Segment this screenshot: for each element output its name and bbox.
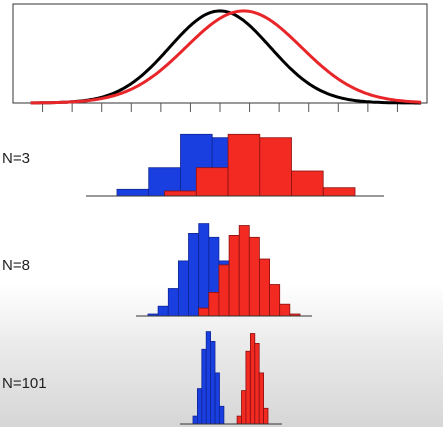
n8-label: N=8	[2, 257, 30, 274]
n101-red-bar	[241, 390, 247, 425]
histogram-n101-panel: N=101	[2, 331, 282, 425]
n8-blue-bar	[177, 260, 189, 317]
n3-red-bar	[322, 187, 356, 197]
n3-red-bar	[259, 137, 292, 197]
histogram-n3-panel: N=3	[2, 133, 384, 197]
n101-red-bar	[263, 407, 269, 425]
n3-blue-bar	[116, 188, 150, 197]
n101-label: N=101	[2, 375, 47, 392]
n8-red-bar	[269, 284, 281, 317]
n8-red-bar	[279, 303, 291, 317]
n8-red-bar	[259, 258, 271, 317]
n101-red-bar	[236, 415, 242, 425]
n101-blue-bar	[201, 348, 207, 425]
n101-blue-bar	[192, 415, 198, 425]
n8-red-bar	[228, 234, 240, 317]
n8-red-bar	[248, 236, 260, 317]
n8-blue-bar	[198, 223, 210, 317]
n3-red-bar	[227, 133, 261, 197]
n101-red-bar	[249, 333, 256, 425]
n3-red-bar	[164, 190, 197, 197]
n101-blue-bar	[205, 331, 211, 425]
n101-blue-bar	[196, 388, 203, 425]
n101-blue-bar	[210, 340, 216, 425]
n101-red-bar	[245, 350, 251, 425]
n8-blue-bar	[167, 288, 179, 317]
density-curve-red	[30, 9, 422, 105]
n8-red-bar	[238, 225, 250, 317]
n8-red-bar	[208, 291, 220, 317]
n3-label: N=3	[2, 150, 30, 167]
histogram-n8-panel: N=8	[2, 223, 312, 317]
n8-red-bar	[198, 307, 210, 317]
n3-red-bar	[195, 167, 229, 197]
plot-frame	[12, 3, 428, 104]
n8-blue-bar	[157, 305, 169, 317]
n3-red-bar	[291, 170, 324, 197]
n101-blue-bar	[219, 405, 225, 425]
density-curves-panel	[12, 3, 428, 112]
n101-red-bar	[258, 372, 265, 425]
n101-red-bar	[254, 342, 260, 425]
n8-blue-bar	[188, 232, 200, 317]
n101-blue-bar	[214, 372, 220, 425]
n8-red-bar	[218, 264, 230, 317]
